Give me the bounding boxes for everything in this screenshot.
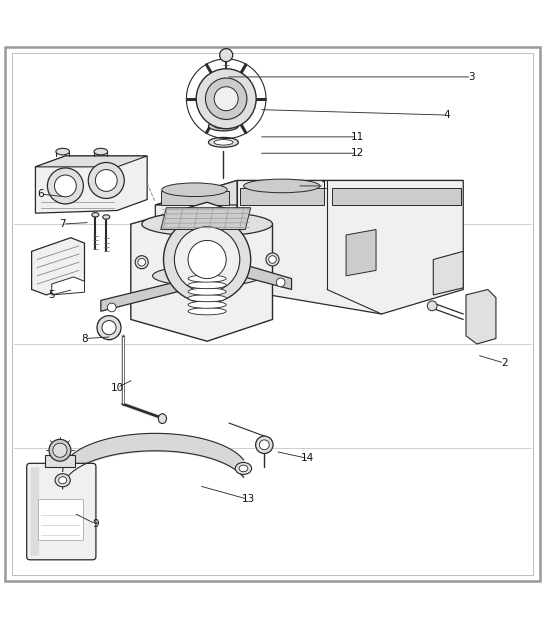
- Ellipse shape: [239, 465, 248, 472]
- Circle shape: [49, 440, 71, 461]
- FancyBboxPatch shape: [31, 467, 39, 556]
- Text: 4: 4: [444, 110, 450, 120]
- Circle shape: [205, 78, 247, 119]
- Circle shape: [54, 175, 76, 197]
- Text: 11: 11: [350, 132, 364, 142]
- Text: 13: 13: [241, 494, 255, 504]
- Text: 12: 12: [350, 148, 364, 158]
- Polygon shape: [35, 156, 147, 167]
- Circle shape: [276, 278, 285, 287]
- Circle shape: [102, 320, 116, 335]
- Circle shape: [88, 163, 124, 198]
- Ellipse shape: [188, 281, 226, 289]
- Ellipse shape: [214, 139, 233, 145]
- Polygon shape: [346, 229, 376, 276]
- Text: 2: 2: [501, 358, 507, 368]
- Ellipse shape: [208, 138, 239, 147]
- Circle shape: [164, 216, 251, 303]
- Circle shape: [214, 87, 238, 111]
- Bar: [38, 499, 83, 540]
- Polygon shape: [433, 251, 463, 295]
- Ellipse shape: [102, 215, 110, 219]
- Text: 3: 3: [468, 72, 475, 82]
- Text: 7: 7: [59, 219, 66, 229]
- Ellipse shape: [208, 121, 239, 131]
- Ellipse shape: [158, 414, 167, 423]
- Circle shape: [174, 227, 240, 292]
- Ellipse shape: [188, 308, 226, 315]
- Text: 9: 9: [92, 519, 99, 529]
- Ellipse shape: [188, 301, 226, 308]
- Polygon shape: [237, 180, 463, 314]
- Ellipse shape: [214, 123, 233, 129]
- Circle shape: [266, 253, 279, 266]
- Ellipse shape: [94, 148, 108, 155]
- Circle shape: [256, 436, 273, 453]
- Circle shape: [135, 256, 148, 269]
- Circle shape: [95, 170, 117, 192]
- Polygon shape: [52, 277, 84, 295]
- Circle shape: [107, 303, 116, 312]
- Ellipse shape: [188, 288, 226, 295]
- Polygon shape: [32, 238, 84, 295]
- Circle shape: [220, 48, 233, 62]
- Ellipse shape: [235, 462, 252, 474]
- Polygon shape: [101, 265, 292, 311]
- Ellipse shape: [188, 275, 226, 282]
- Circle shape: [259, 440, 269, 450]
- Polygon shape: [35, 156, 147, 213]
- Polygon shape: [332, 188, 461, 205]
- Circle shape: [269, 256, 276, 263]
- Ellipse shape: [188, 295, 226, 301]
- Text: 14: 14: [301, 453, 314, 463]
- Ellipse shape: [55, 474, 70, 487]
- Circle shape: [188, 241, 226, 279]
- Polygon shape: [155, 180, 237, 320]
- Polygon shape: [155, 180, 463, 205]
- Circle shape: [53, 443, 67, 457]
- Polygon shape: [161, 208, 251, 229]
- FancyBboxPatch shape: [27, 463, 96, 560]
- Polygon shape: [466, 290, 496, 344]
- Ellipse shape: [56, 148, 70, 155]
- Text: 10: 10: [111, 382, 124, 392]
- Text: 1: 1: [321, 181, 328, 191]
- Polygon shape: [240, 188, 324, 205]
- Text: 8: 8: [81, 333, 88, 344]
- Ellipse shape: [92, 213, 99, 217]
- Circle shape: [97, 316, 121, 340]
- Circle shape: [196, 68, 256, 129]
- Circle shape: [138, 258, 146, 266]
- Circle shape: [47, 168, 83, 204]
- Polygon shape: [131, 202, 272, 341]
- Polygon shape: [161, 192, 229, 205]
- Ellipse shape: [58, 477, 66, 484]
- Text: 5: 5: [49, 290, 55, 300]
- Bar: [45, 455, 75, 467]
- Ellipse shape: [162, 183, 227, 197]
- Ellipse shape: [153, 266, 262, 286]
- Text: 6: 6: [38, 189, 44, 199]
- Ellipse shape: [142, 212, 272, 236]
- Circle shape: [427, 301, 437, 311]
- Ellipse shape: [244, 179, 320, 193]
